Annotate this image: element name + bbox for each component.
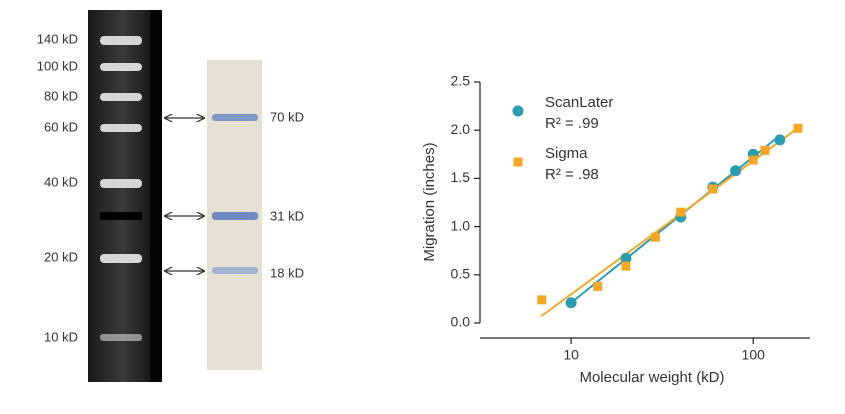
point xyxy=(565,297,577,309)
marker-label: 80 kD xyxy=(44,88,78,103)
arrows xyxy=(165,118,204,271)
sample-label: 70 kD xyxy=(270,109,304,124)
marker-label: 10 kD xyxy=(44,329,78,344)
marker-label: 60 kD xyxy=(44,119,78,134)
y-tick-label: 1.5 xyxy=(451,169,471,185)
x-tick-label: 100 xyxy=(742,347,766,363)
point xyxy=(650,232,660,242)
point xyxy=(748,155,758,165)
marker-label: 20 kD xyxy=(44,249,78,264)
marker-label: 40 kD xyxy=(44,174,78,189)
y-axis-label: Migration (inches) xyxy=(421,142,438,261)
point xyxy=(793,123,803,133)
gel-sample xyxy=(207,60,262,370)
point xyxy=(621,261,631,271)
sample-label: 31 kD xyxy=(270,208,304,223)
legend-r2: R² = .99 xyxy=(545,115,599,132)
legend-label: ScanLater xyxy=(545,94,613,111)
y-tick-label: 1.0 xyxy=(451,217,471,233)
x-axis-label: Molecular weight (kD) xyxy=(579,369,724,386)
y-tick-label: 2.0 xyxy=(451,121,471,137)
point xyxy=(730,165,742,177)
gel-ladder xyxy=(88,10,162,382)
marker-label: 100 kD xyxy=(37,58,78,73)
point xyxy=(593,281,603,291)
point xyxy=(760,145,770,155)
y-tick-label: 0.5 xyxy=(451,266,471,282)
point xyxy=(620,252,632,264)
sample-label: 18 kD xyxy=(270,265,304,280)
point xyxy=(774,134,786,146)
legend-label: Sigma xyxy=(545,145,588,162)
x-tick-label: 10 xyxy=(563,347,579,363)
y-tick-label: 2.5 xyxy=(451,73,471,89)
legend-r2: R² = .98 xyxy=(545,166,599,183)
gel-labels: 140 kD 100 kD 80 kD 60 kD 40 kD 20 kD 10… xyxy=(37,31,304,344)
point xyxy=(537,295,547,305)
point xyxy=(676,207,686,217)
point xyxy=(708,184,718,194)
legend-marker xyxy=(513,157,523,167)
marker-label: 140 kD xyxy=(37,31,78,46)
y-tick-label: 0.0 xyxy=(451,314,471,330)
legend-marker xyxy=(512,105,524,117)
fit-line xyxy=(570,136,779,304)
